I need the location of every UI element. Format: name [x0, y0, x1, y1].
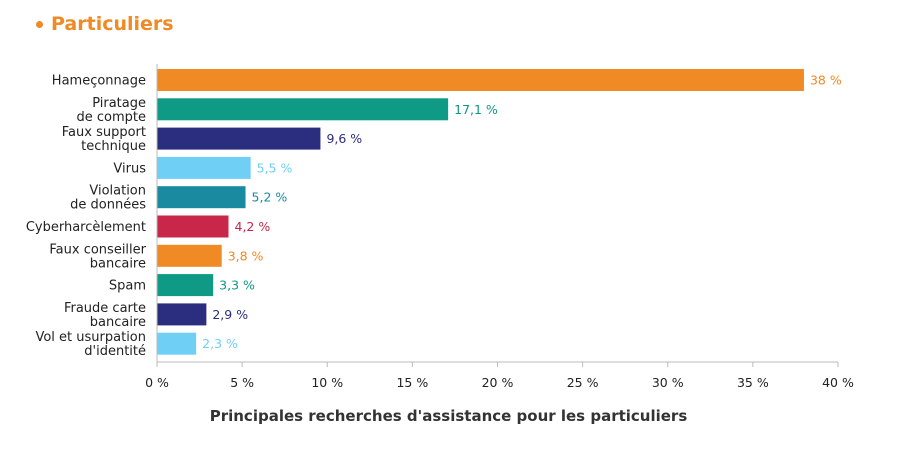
bar-value-label-1: 38 % [810, 73, 842, 88]
bar-value-label-5: 5,2 % [252, 190, 288, 205]
x-tick-label-5: 20 % [482, 375, 514, 390]
bar-4 [157, 156, 251, 179]
category-label-6: Cyberharcèlement [26, 220, 146, 235]
bar-1 [157, 69, 804, 91]
bar-5 [157, 186, 246, 209]
x-tick-label-7: 30 % [652, 375, 684, 390]
x-axis-title: Principales recherches d'assistance pour… [209, 407, 688, 425]
category-label-9: Fraude carte bancaire [64, 301, 146, 330]
category-label-5: Violation de données [70, 184, 146, 213]
x-tick-label-3: 10 % [311, 375, 343, 390]
bar-value-label-6: 4,2 % [235, 219, 271, 234]
bar-2 [157, 98, 449, 121]
bar-value-label-2: 17,1 % [454, 102, 498, 117]
section-heading-text: Particuliers [51, 13, 174, 35]
category-label-4: Virus [113, 161, 146, 176]
x-tick-label-8: 35 % [737, 375, 769, 390]
category-label-8: Spam [109, 279, 146, 294]
x-tick-label-4: 15 % [396, 375, 428, 390]
bar-3 [157, 127, 321, 150]
bullet-icon [36, 20, 43, 28]
x-tick-label-2: 5 % [230, 375, 254, 390]
category-label-3: Faux support technique [62, 125, 146, 154]
x-tick-label-9: 40 % [822, 375, 854, 390]
category-label-7: Faux conseiller bancaire [49, 242, 146, 271]
section-heading: Particuliers [36, 13, 174, 35]
bar-8 [157, 274, 214, 297]
category-label-1: Hameçonnage [52, 74, 146, 89]
bar-value-label-4: 5,5 % [257, 160, 293, 175]
x-tick-label-1: 0 % [145, 375, 169, 390]
bar-value-label-3: 9,6 % [326, 131, 362, 146]
bar-6 [157, 215, 229, 238]
bar-value-label-8: 3,3 % [219, 278, 255, 293]
category-label-10: Vol et usurpation d'identité [35, 330, 146, 359]
bar-value-label-7: 3,8 % [228, 248, 264, 263]
x-tick-label-6: 25 % [567, 375, 599, 390]
bar-7 [157, 244, 222, 267]
bar-10 [157, 332, 197, 355]
bar-value-label-10: 2,3 % [202, 336, 238, 351]
bar-value-label-9: 2,9 % [212, 307, 248, 322]
bar-9 [157, 303, 207, 326]
category-label-2: Piratage de compte [77, 96, 147, 125]
